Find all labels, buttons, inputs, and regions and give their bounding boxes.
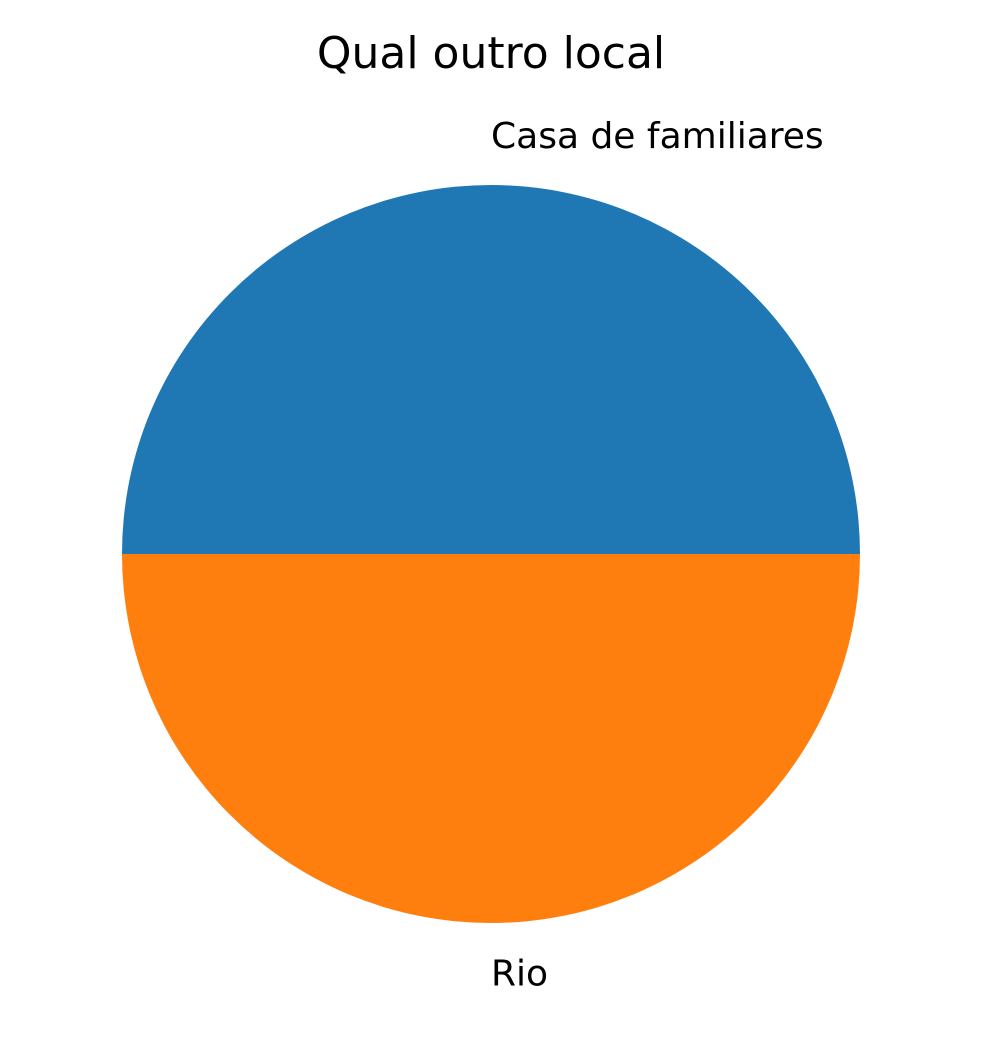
pie-label-rio: Rio xyxy=(491,953,548,994)
pie-slice-casa-de-familiares xyxy=(122,185,860,554)
pie-slice-rio xyxy=(122,554,860,923)
chart-title: Qual outro local xyxy=(317,28,665,79)
pie-labels: Casa de familiares Rio xyxy=(491,116,824,994)
pie-label-casa-de-familiares: Casa de familiares xyxy=(491,116,824,157)
pie-slices xyxy=(122,185,860,923)
